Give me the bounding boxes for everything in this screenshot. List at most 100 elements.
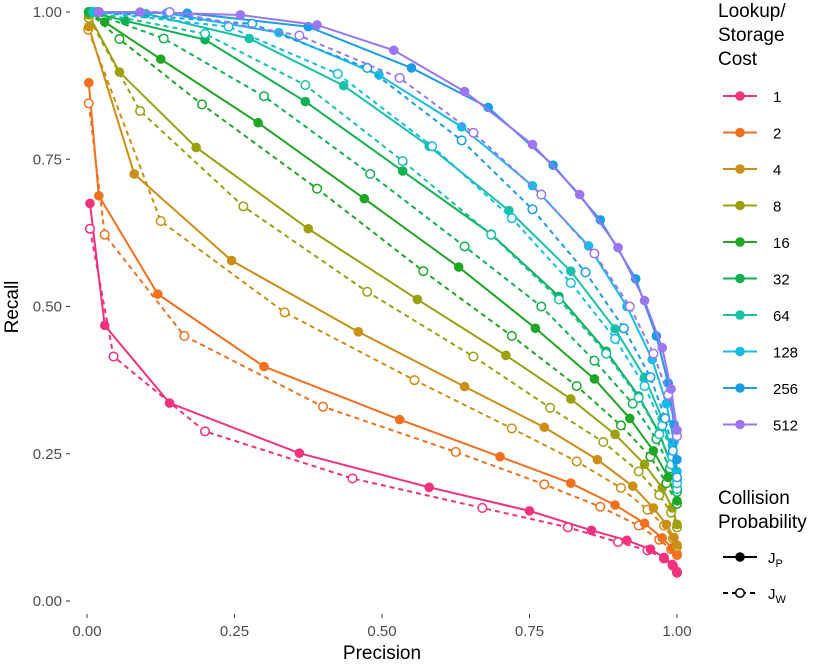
legend-line-label-w: JW: [768, 586, 787, 606]
series-2-jp-point: [394, 414, 405, 425]
series-8-jw-point: [598, 436, 609, 448]
series-128-jw-point: [610, 333, 621, 344]
legend-label-1: 1: [773, 89, 781, 106]
series-16-jp-point: [453, 262, 464, 272]
series-4-jp-point: [661, 519, 672, 530]
series-64-jw-point: [300, 79, 311, 91]
series-1-jw-point: [199, 426, 211, 437]
x-axis-title: Precision: [343, 643, 421, 664]
legend-key-16-point: [735, 237, 745, 247]
legend-key-64-point: [735, 310, 745, 320]
legend-key-8-point: [735, 200, 745, 211]
series-512-jp-point: [235, 10, 246, 20]
series-512-jw-point: [294, 30, 305, 41]
series-16-jw-point: [418, 266, 429, 277]
series-8-jw-point: [633, 466, 644, 477]
series-8-jw-point: [468, 351, 479, 362]
series-16-jp-point: [155, 54, 166, 64]
series-32-jw-point: [627, 398, 638, 409]
series-256-jw-point: [580, 267, 591, 278]
series-1-jw-point: [108, 351, 119, 362]
series-4-jp-point: [83, 21, 94, 32]
series-16-jp-point: [648, 446, 659, 456]
series-1-jp-line: [88, 203, 678, 573]
legend-color-title-line: Cost: [718, 49, 758, 70]
series-256-jp-point: [406, 63, 417, 73]
legend-label-256: 256: [773, 381, 798, 398]
y-tick-label: 0.50: [33, 299, 62, 316]
series-2-jp-point: [259, 361, 269, 372]
series-16-jw-point: [571, 380, 582, 392]
x-tick-label: 0.25: [220, 623, 249, 640]
series-1-jw-point: [347, 473, 358, 484]
series-1-jp-point: [667, 559, 678, 570]
series-16-jw-point: [506, 330, 517, 342]
series-2-jp-point: [639, 518, 650, 529]
series-32-jp-point: [397, 166, 408, 176]
series-2-jw-point: [83, 98, 94, 109]
legend-key-256-point: [735, 383, 745, 393]
legend-key-512-point: [735, 419, 745, 430]
legend-key-128-point: [735, 346, 745, 357]
series-16-jp-point: [625, 413, 635, 424]
legend-label-64: 64: [773, 308, 790, 325]
series-1-jw-point: [612, 537, 624, 548]
series-256-jp-line: [98, 11, 678, 460]
legend-line-label-subscript: P: [776, 558, 783, 570]
series-8-jw-point: [238, 201, 249, 212]
legend-label-512: 512: [773, 418, 798, 435]
series-8-jw-point: [135, 105, 146, 117]
series-1-jp-point: [586, 525, 597, 536]
series-64-jw-point: [553, 294, 565, 305]
series-4-jp-point: [129, 169, 139, 179]
series-512-jp-point: [135, 7, 145, 17]
series-4-jp-point: [353, 327, 364, 337]
series-256-jw-point: [645, 372, 656, 383]
series-512-jw-point: [536, 189, 547, 200]
legend-key-1-point: [735, 91, 745, 101]
series-64-jw-point: [486, 229, 497, 240]
series-256-jw-point: [660, 413, 671, 424]
legend-line-key-point-filled: [735, 552, 745, 562]
series-1: [84, 198, 683, 578]
legend: Lookup/Storage Cost 1 2 4 8 16 32 64 128 256 512 Col…: [718, 1, 807, 606]
series-64-jw-point: [397, 155, 408, 167]
series-64-jw-point: [654, 429, 665, 440]
series-8-jp-point: [672, 519, 682, 530]
series-512-jp-point: [613, 242, 623, 253]
series-16-jp-point: [99, 17, 110, 27]
legend-label-128: 128: [773, 345, 798, 362]
series-32-jw-point: [589, 355, 600, 366]
series-1-jp-point: [645, 544, 656, 554]
series-64-jw-point: [199, 28, 211, 39]
series-8-jp-point: [303, 223, 314, 234]
series-4-jp-point: [459, 381, 470, 392]
legend-label-4: 4: [773, 162, 781, 179]
series-64-jw-point: [633, 392, 644, 403]
x-tick-label: 0.00: [72, 623, 101, 640]
series-2-jp-point: [83, 77, 94, 88]
series-2: [83, 77, 683, 561]
series-4-jp-point: [627, 481, 638, 491]
series-1-jp-point: [85, 198, 95, 209]
legend-label-16: 16: [773, 235, 790, 252]
series-4-jw-point: [279, 307, 290, 318]
series-1-jp-point: [622, 535, 632, 546]
series-1-jp-point: [659, 552, 669, 563]
legend-line-title-line: Collision: [718, 488, 790, 509]
legend-color-title-line: Lookup/: [718, 1, 786, 22]
x-tick-label: 0.50: [367, 623, 396, 640]
series-128-jw-point: [506, 213, 517, 224]
y-tick-label: 0.75: [33, 151, 62, 168]
series-8-jp-point: [412, 294, 423, 305]
series-128-jp-point: [374, 70, 384, 80]
series-128-jp-point: [456, 122, 467, 132]
series-512-jp-point: [672, 425, 682, 435]
series-2-jp-point: [672, 549, 682, 559]
series-256-jw-point: [527, 204, 538, 215]
series-256-jw-point: [667, 445, 678, 456]
legend-line-title-line: Probability: [718, 512, 807, 533]
series-32-jw-point: [536, 301, 547, 312]
series-4-jp-point: [669, 532, 679, 543]
